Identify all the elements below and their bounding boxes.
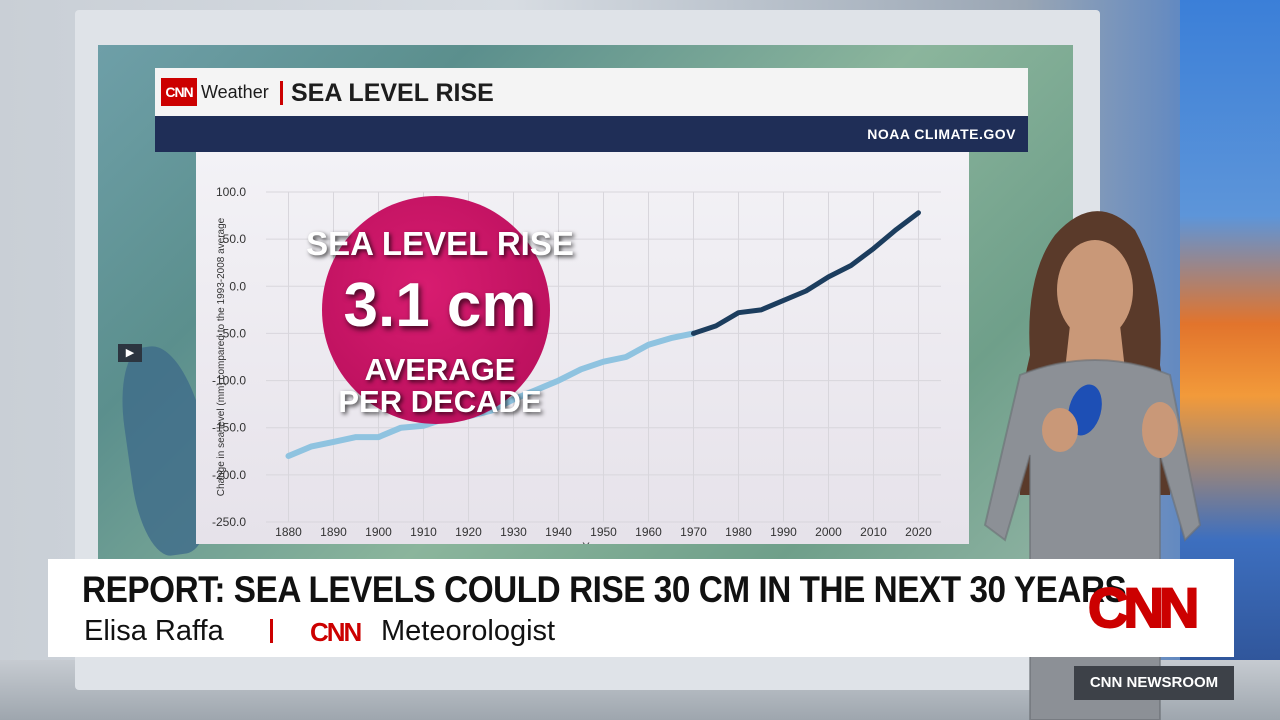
- x-tick-label: 2010: [860, 525, 887, 539]
- header-divider: [280, 81, 283, 105]
- x-tick-label: 1950: [590, 525, 617, 539]
- x-tick-label: 1900: [365, 525, 392, 539]
- play-icon[interactable]: ▶: [118, 344, 142, 362]
- x-tick-label: 1880: [275, 525, 302, 539]
- callout-value: 3.1 cm: [343, 271, 537, 340]
- x-tick-label: 1940: [545, 525, 572, 539]
- graphic-header: CNN Weather SEA LEVEL RISE: [155, 68, 1028, 116]
- x-tick-label: 1920: [455, 525, 482, 539]
- y-tick-label: -200.0: [212, 468, 246, 482]
- x-tick-label: 1910: [410, 525, 437, 539]
- callout-caption-line2: PER DECADE: [338, 384, 542, 419]
- y-tick-label: 0.0: [229, 279, 246, 293]
- presenter-name: Elisa Raffa: [84, 615, 224, 647]
- source-label: NOAA CLIMATE.GOV: [867, 126, 1016, 142]
- show-bug: CNN NEWSROOM: [1074, 666, 1234, 700]
- lower-third: REPORT: SEA LEVELS COULD RISE 30 CM IN T…: [48, 559, 1234, 657]
- x-tick-label: 1890: [320, 525, 347, 539]
- x-tick-label: 1980: [725, 525, 752, 539]
- x-axis-label: Year: [582, 541, 605, 544]
- x-tick-label: 1960: [635, 525, 662, 539]
- x-tick-label: 1990: [770, 525, 797, 539]
- y-axis-label: Change in sea level (mm) compared to the…: [216, 217, 227, 496]
- y-tick-label: -150.0: [212, 421, 246, 435]
- y-tick-label: 100.0: [216, 185, 246, 199]
- x-tick-label: 2000: [815, 525, 842, 539]
- y-tick-label: -100.0: [212, 374, 246, 388]
- source-bar: NOAA CLIMATE.GOV: [155, 116, 1028, 152]
- y-tick-label: 50.0: [223, 232, 247, 246]
- section-label: Weather: [201, 82, 269, 102]
- x-tick-label: 1970: [680, 525, 707, 539]
- series-line: [691, 210, 921, 336]
- sea-level-chart: 100.0 50.0 0.0 -50.0 -100.0 -150.0 -200.0 -250.…: [212, 185, 941, 544]
- presenter-role: Meteorologist: [381, 615, 556, 647]
- headline: REPORT: SEA LEVELS COULD RISE 30 CM IN T…: [82, 569, 1127, 610]
- name-divider: [270, 619, 273, 643]
- cnn-logo: CNN: [161, 78, 197, 106]
- x-tick-label: 1930: [500, 525, 527, 539]
- chart-panel: 100.0 50.0 0.0 -50.0 -100.0 -150.0 -200.0 -250.…: [196, 152, 969, 544]
- callout-caption-line1: AVERAGE: [364, 352, 516, 387]
- network-logo-small: CNN: [310, 617, 362, 647]
- callout-heading: SEA LEVEL RISE: [306, 225, 574, 262]
- x-tick-label: 2020: [905, 525, 932, 539]
- callout-caption: AVERAGE PER DECADE: [290, 354, 590, 418]
- y-tick-label: -50.0: [219, 326, 247, 340]
- cnn-logo-large: CNN: [1087, 575, 1200, 640]
- series-line: [285, 330, 697, 459]
- graphic-title: SEA LEVEL RISE: [291, 79, 494, 107]
- callout-circle: [322, 196, 550, 424]
- y-tick-label: -250.0: [212, 515, 246, 529]
